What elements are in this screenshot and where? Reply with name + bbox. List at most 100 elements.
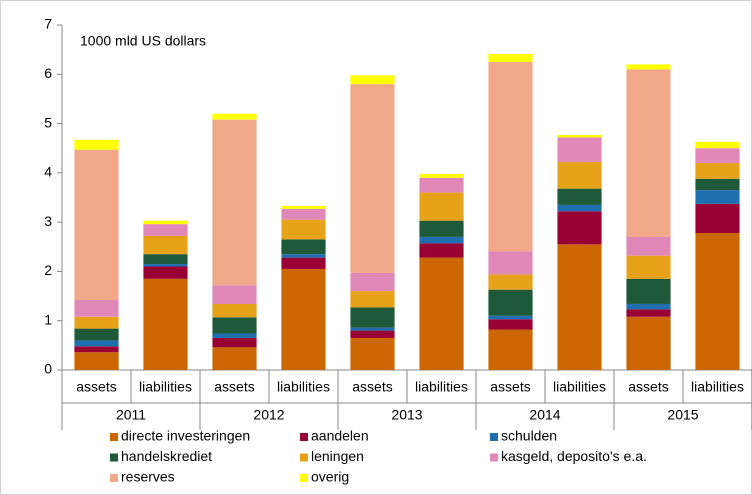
legend-label: overig	[311, 469, 349, 485]
bar-segment	[488, 329, 533, 370]
bar-segment	[626, 316, 671, 370]
bar-segment	[626, 309, 671, 317]
bar-segment	[626, 69, 671, 237]
bar-segment	[281, 254, 326, 258]
x-tick-label: assets	[628, 379, 668, 395]
bar-segment	[695, 163, 740, 179]
x-tick-label: assets	[214, 379, 254, 395]
bar-segment	[74, 352, 119, 370]
y-tick-label: 2	[44, 262, 52, 278]
legend-swatch	[490, 453, 498, 462]
legend-label: kasgeld, deposito's e.a.	[501, 448, 647, 464]
y-tick-label: 7	[44, 16, 52, 32]
legend-swatch	[490, 433, 498, 441]
bar-segment	[626, 278, 671, 304]
bar-segment	[488, 319, 533, 330]
bar-segment	[74, 340, 119, 347]
x-tick-label: liabilities	[139, 379, 192, 395]
x-tick-label: assets	[76, 379, 116, 395]
legend-swatch	[110, 433, 118, 441]
y-tick-label: 3	[44, 213, 52, 229]
bar-segment	[488, 289, 533, 316]
bar-segment	[695, 148, 740, 163]
bar-segment	[626, 255, 671, 279]
bar-segment	[695, 203, 740, 233]
bar-segment	[350, 291, 395, 308]
x-tick-label: liabilities	[553, 379, 606, 395]
bar-segment	[350, 75, 395, 85]
group-label: 2013	[391, 407, 422, 423]
group-label: 2012	[253, 407, 284, 423]
x-tick-label: liabilities	[691, 379, 744, 395]
bar-segment	[419, 173, 464, 178]
bar-segment	[557, 162, 602, 189]
bar-segment	[419, 243, 464, 258]
legend-label: handelskrediet	[121, 448, 212, 464]
group-label: 2015	[667, 407, 698, 423]
bar-segment	[212, 285, 257, 304]
bar-segment	[74, 346, 119, 353]
bar-segment	[281, 205, 326, 209]
bar-segment	[419, 192, 464, 221]
bar-segment	[488, 61, 533, 252]
bar-segment	[695, 190, 740, 204]
bar-segment	[143, 264, 188, 267]
y-tick-label: 0	[44, 361, 52, 377]
bar-segment	[350, 84, 395, 273]
bar-segment	[557, 204, 602, 212]
legend-swatch	[110, 453, 118, 462]
legend-label: directe investeringen	[121, 428, 250, 444]
y-tick-label: 5	[44, 114, 52, 130]
bar-segment	[350, 307, 395, 328]
bar-segment	[695, 232, 740, 370]
bar-segment	[695, 178, 740, 191]
bar-segment	[350, 272, 395, 292]
bar-segment	[488, 315, 533, 320]
bar-segment	[557, 188, 602, 205]
bar-segment	[212, 317, 257, 334]
bar-segment	[212, 113, 257, 120]
bar-segment	[419, 257, 464, 370]
bar-segment	[74, 316, 119, 329]
x-tick-label: liabilities	[415, 379, 468, 395]
bar-segment	[212, 347, 257, 370]
bar-segment	[626, 64, 671, 70]
bar-segment	[143, 235, 188, 255]
y-tick-label: 4	[44, 164, 52, 180]
x-tick-label: assets	[352, 379, 392, 395]
bar-segment	[626, 303, 671, 310]
bar-segment	[212, 337, 257, 348]
legend-label: reserves	[121, 469, 175, 485]
bar-segment	[626, 236, 671, 256]
bar-segment	[281, 239, 326, 255]
bar-segment	[143, 220, 188, 225]
y-tick-label: 6	[44, 65, 52, 81]
bar-segment	[143, 224, 188, 236]
bar-segment	[350, 337, 395, 370]
bar-segment	[143, 254, 188, 265]
bar-segment	[557, 137, 602, 163]
legend-label: leningen	[311, 448, 364, 464]
bar-segment	[488, 54, 533, 62]
bar-segment	[350, 330, 395, 338]
group-label: 2014	[529, 407, 560, 423]
bar-segment	[212, 333, 257, 338]
bar-segment	[212, 119, 257, 286]
x-tick-label: liabilities	[277, 379, 330, 395]
legend-swatch	[300, 453, 308, 462]
legend-label: schulden	[501, 428, 557, 444]
bar-segment	[74, 328, 119, 341]
bar-segment	[212, 303, 257, 318]
bar-segment	[281, 219, 326, 240]
legend-swatch	[110, 474, 118, 482]
bar-segment	[143, 266, 188, 279]
x-tick-label: assets	[490, 379, 530, 395]
y-tick-label: 1	[44, 311, 52, 327]
bar-segment	[281, 257, 326, 269]
legend-label: aandelen	[311, 428, 369, 444]
bar-segment	[557, 134, 602, 138]
bar-segment	[557, 211, 602, 245]
bar-segment	[74, 139, 119, 150]
